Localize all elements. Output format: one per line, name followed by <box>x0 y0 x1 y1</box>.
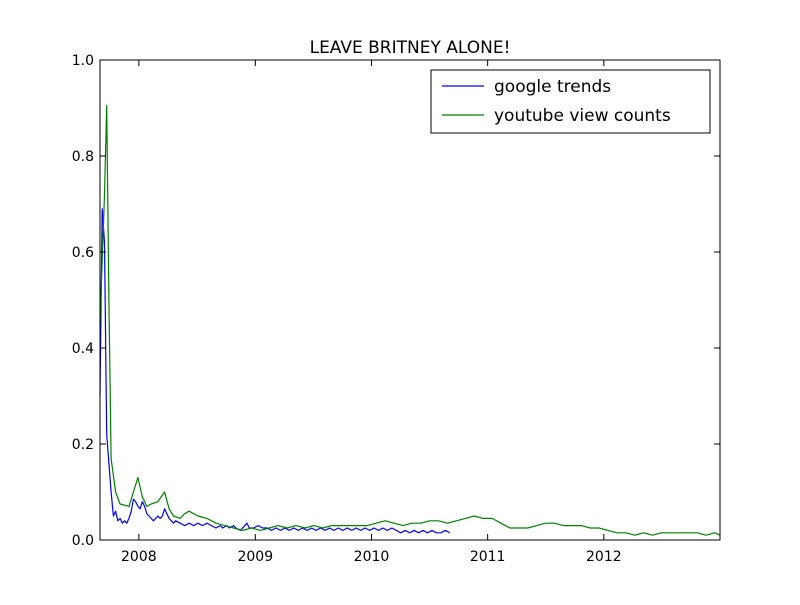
legend: google trends youtube view counts <box>430 69 711 134</box>
y-tick-label: 0.8 <box>72 149 94 165</box>
chart-title: LEAVE BRITNEY ALONE! <box>310 38 511 58</box>
series-layer <box>99 104 721 536</box>
x-tick-label: 2012 <box>586 549 622 565</box>
x-tick-label: 2011 <box>470 549 506 565</box>
y-tick-label: 0.4 <box>72 341 94 357</box>
plot-frame <box>99 59 721 541</box>
y-tick-label: 0.2 <box>72 437 94 453</box>
legend-label-google-trends: google trends <box>494 77 611 97</box>
axis-layer: 0.0 0.2 0.4 0.6 0.8 1.0 2008 2009 2010 2011 2012 <box>72 53 720 565</box>
series-line-youtube-view-counts <box>99 104 721 536</box>
y-tick-label: 0.0 <box>72 533 94 549</box>
plot-area <box>100 60 720 540</box>
x-tick-label: 2009 <box>237 549 273 565</box>
x-tick-label: 2008 <box>121 549 157 565</box>
x-tick-label: 2010 <box>354 549 390 565</box>
y-tick-label: 1.0 <box>72 53 94 69</box>
y-tick-label: 0.6 <box>72 245 94 261</box>
legend-box <box>430 69 711 134</box>
legend-label-youtube-view-counts: youtube view counts <box>494 106 671 126</box>
